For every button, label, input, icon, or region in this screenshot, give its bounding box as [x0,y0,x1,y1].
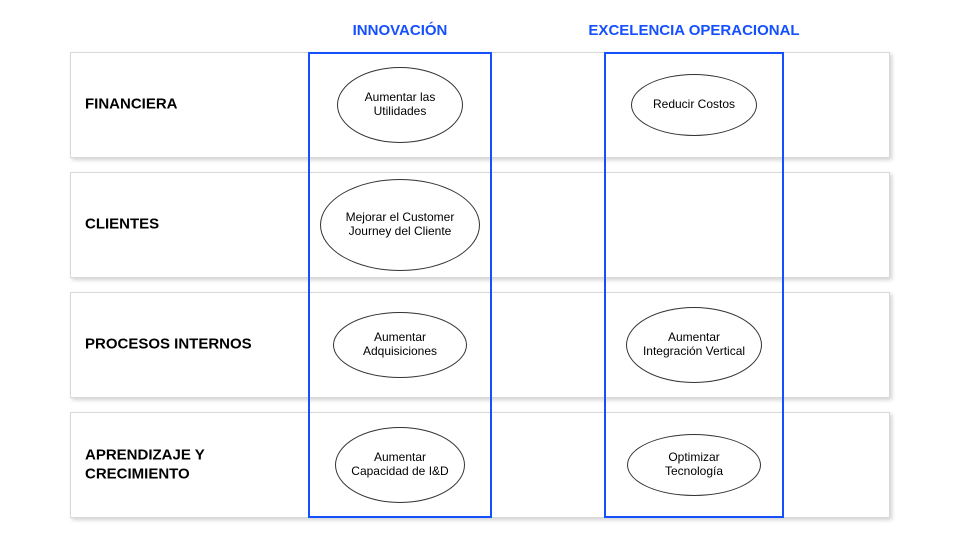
column-header-innovacion: INNOVACIÓN [353,22,448,39]
objective-aprendizaje-innovacion: Aumentar Capacidad de I&D [335,427,465,503]
row-label-aprendizaje: APRENDIZAJE Y CRECIMIENTO [85,446,285,484]
objective-text: Aumentar Capacidad de I&D [346,451,454,479]
perspective-row-financiera: FINANCIERA [70,52,890,158]
row-label-financiera: FINANCIERA [85,96,178,115]
objective-text: Mejorar el Customer Journey del Cliente [331,211,469,239]
row-label-procesos: PROCESOS INTERNOS [85,336,252,355]
rows-area: FINANCIERA Aumentar las Utilidades Reducir… [70,52,890,518]
objective-financiera-innovacion: Aumentar las Utilidades [337,67,463,143]
objective-text: Aumentar las Utilidades [348,91,452,119]
column-headers: INNOVACIÓN EXCELENCIA OPERACIONAL [70,22,890,52]
perspective-row-clientes: CLIENTES [70,172,890,278]
objective-text: Reducir Costos [653,98,735,112]
objective-clientes-innovacion: Mejorar el Customer Journey del Cliente [320,179,480,271]
strategy-map: INNOVACIÓN EXCELENCIA OPERACIONAL FINANCI… [70,22,890,518]
perspective-row-aprendizaje: APRENDIZAJE Y CRECIMIENTO [70,412,890,518]
objective-aprendizaje-excelencia: Optimizar Tecnología [627,434,761,496]
objective-text: Aumentar Integración Vertical [637,331,751,359]
row-label-clientes: CLIENTES [85,216,159,235]
objective-text: Aumentar Adquisiciones [344,331,456,359]
objective-text: Optimizar Tecnología [638,451,750,479]
column-header-excelencia: EXCELENCIA OPERACIONAL [588,22,799,39]
objective-procesos-innovacion: Aumentar Adquisiciones [333,312,467,378]
objective-financiera-excelencia: Reducir Costos [631,74,757,136]
perspective-row-procesos: PROCESOS INTERNOS [70,292,890,398]
objective-procesos-excelencia: Aumentar Integración Vertical [626,307,762,383]
